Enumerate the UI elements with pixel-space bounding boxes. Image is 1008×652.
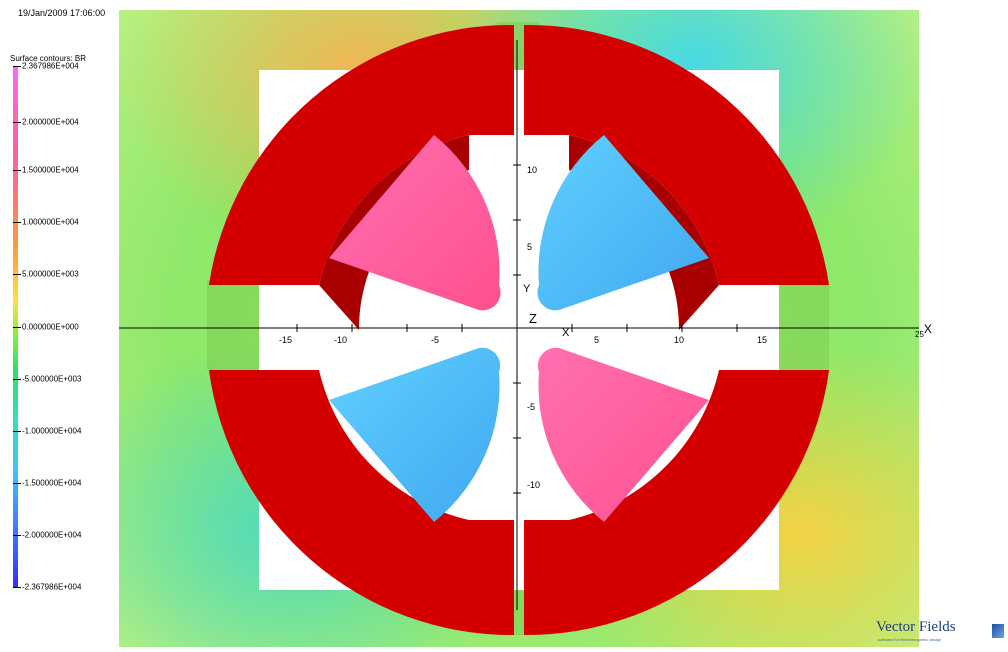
legend-tick	[13, 587, 21, 588]
pole-bottom-right	[537, 347, 709, 522]
y-tick-label: -10	[527, 480, 540, 490]
legend-tick	[13, 378, 21, 380]
field-plot[interactable]: -15 -10 -5 5 10 15 10 5 -5 -10 Y Z X	[119, 10, 919, 647]
x-axis-label: X	[562, 327, 570, 339]
legend-tick	[13, 430, 21, 432]
legend-tick	[13, 326, 21, 328]
legend-value-label: -2.367986E+004	[22, 582, 82, 592]
legend-value-label: -1.500000E+004	[22, 478, 82, 488]
legend-tick	[13, 170, 21, 172]
pole-bottom-left	[329, 347, 501, 522]
x-tick-label: 10	[674, 335, 684, 345]
legend-tick	[13, 534, 21, 536]
x-axis-end-letter: X	[923, 322, 932, 336]
legend-value-label: -1.000000E+004	[22, 426, 82, 436]
legend-title: Surface contours: BR	[10, 54, 87, 63]
legend-tick	[13, 274, 21, 276]
x-tick-label: -10	[334, 335, 347, 345]
legend-tick	[13, 66, 21, 67]
coil-top-left	[209, 24, 514, 286]
vector-fields-logo-text: Vector Fields	[876, 619, 956, 635]
x-tick-label: 15	[757, 335, 767, 345]
pole-top-right	[537, 135, 709, 311]
z-axis-label: Z	[529, 311, 537, 326]
x-tick-label: -5	[431, 335, 439, 345]
x-axis-end-label: 25X	[915, 322, 932, 339]
timestamp: 19/Jan/2009 17:06:00	[18, 8, 106, 18]
x-tick-label: 5	[594, 335, 599, 345]
legend-tick	[13, 121, 21, 123]
legend-tick	[13, 482, 21, 484]
vector-fields-logo-icon	[992, 624, 1004, 638]
y-tick-label: 10	[527, 165, 537, 175]
legend-value-label: 2.000000E+004	[22, 117, 79, 127]
legend-value-label: 1.000000E+004	[22, 217, 79, 227]
x-tick-label: -15	[279, 335, 292, 345]
pole-top-left	[329, 135, 501, 311]
y-tick-label: 5	[527, 242, 532, 252]
legend-value-label: 5.000000E+003	[22, 269, 79, 279]
x-axis-ticks	[296, 324, 738, 332]
x-axis-end-number: 25	[915, 330, 924, 339]
legend-value-label: 1.500000E+004	[22, 165, 79, 175]
coil-bottom-right	[524, 370, 829, 636]
y-axis-ticks	[513, 164, 521, 494]
y-tick-label: -5	[527, 402, 535, 412]
legend-value-label: -5.000000E+003	[22, 374, 82, 384]
coil-bottom-left	[209, 370, 514, 636]
vector-fields-tagline: software for electromagnetic design	[878, 637, 942, 642]
legend-value-label: 2.367986E+004	[22, 61, 79, 71]
legend-value-label: 0.000000E+000	[22, 322, 79, 331]
model-viewport[interactable]: -15 -10 -5 5 10 15 10 5 -5 -10 Y Z X	[119, 10, 919, 647]
legend-value-label: -2.000000E+004	[22, 530, 82, 540]
coil-top-right	[524, 24, 829, 286]
y-axis-label: Y	[523, 283, 531, 295]
legend-tick	[13, 222, 21, 224]
